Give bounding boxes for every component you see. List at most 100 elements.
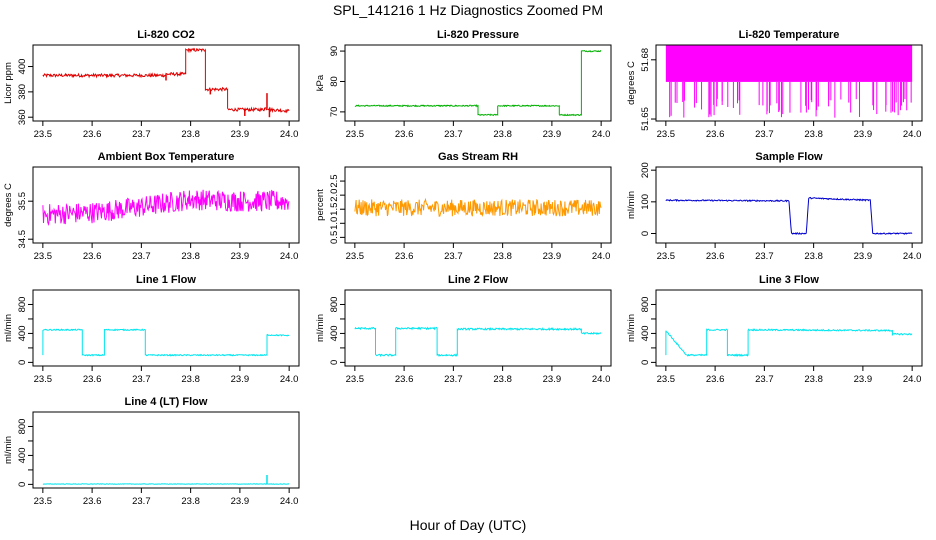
panel-title: Li-820 CO2 [137,29,194,41]
x-tick-label: 23.7 [132,251,151,262]
x-tick-label: 23.6 [706,374,725,385]
x-tick-label: 23.7 [755,251,774,262]
x-tick-label: 23.9 [231,374,250,385]
panel-title: Li-820 Temperature [739,29,840,41]
y-tick-label: 0.5 [329,231,340,244]
x-axis: 23.5 23.6 23.7 23.8 23.9 24.0 [34,488,298,507]
x-tick-label: 23.6 [83,496,102,507]
x-tick-label: 23.9 [543,251,562,262]
y-tick-label: 0 [640,231,651,236]
y-tick-label: 51.68 [640,48,651,72]
series-line [42,47,290,118]
x-tick-label: 23.6 [83,374,102,385]
series-path [354,50,602,117]
y-axis-label: percent [315,189,326,221]
series-path [42,189,290,226]
y-tick-label: 800 [329,297,340,313]
panel-6: Line 1 Flow 23.5 23.6 23.7 23.8 23.9 24.0 0 400 8… [3,274,300,385]
x-tick-label: 23.5 [34,251,53,262]
series-line [42,189,290,226]
panel-title: Gas Stream RH [438,151,518,163]
plot-frame [32,44,300,122]
y-tick-label: 800 [17,297,28,313]
y-axis: 0 400 800 [17,419,33,487]
y-tick-label: 800 [17,419,28,435]
x-tick-label: 23.6 [395,251,414,262]
panel-0: Li-820 CO2 23.5 23.6 23.7 23.8 23.9 24.0 360 380… [3,29,300,140]
plot-frame [344,44,612,122]
series-path [665,196,913,235]
y-axis-label: ml/min [626,314,637,342]
x-tick-label: 24.0 [592,251,611,262]
x-axis: 23.5 23.6 23.7 23.8 23.9 24.0 [34,243,298,262]
x-tick-label: 23.9 [854,251,873,262]
x-tick-label: 24.0 [592,374,611,385]
series-path [42,328,290,357]
x-tick-label: 23.5 [657,129,676,140]
y-axis-label: Licor ppm [3,62,14,104]
y-tick-label: 35.5 [17,192,28,211]
x-tick-label: 23.7 [444,251,463,262]
plot-frame [344,166,612,244]
plot-frame [32,289,300,367]
x-tick-label: 23.8 [804,374,823,385]
series-line [665,328,913,357]
plot-frame [344,289,612,367]
series-path [42,47,290,114]
x-tick-label: 23.7 [132,129,151,140]
x-tick-label: 23.9 [543,129,562,140]
x-tick-label: 23.6 [83,251,102,262]
x-tick-label: 24.0 [903,374,922,385]
y-axis-label: degrees C [626,61,637,105]
x-tick-label: 23.9 [543,374,562,385]
x-tick-label: 23.9 [854,129,873,140]
y-tick-label: 200 [640,162,651,178]
x-tick-label: 23.5 [346,129,365,140]
y-tick-label: 360 [17,109,28,125]
x-tick-label: 24.0 [280,374,299,385]
x-tick-label: 23.7 [444,374,463,385]
x-tick-label: 23.9 [854,374,873,385]
x-axis-label: Hour of Day (UTC) [409,517,527,533]
panel-4: Gas Stream RH 23.5 23.6 23.7 23.8 23.9 24.0 0.5… [315,151,612,262]
y-tick-label: 0 [640,360,651,365]
y-tick-label: 90 [329,46,340,57]
x-tick-label: 23.8 [181,496,200,507]
panel-title: Sample Flow [755,151,823,163]
y-axis-label: ml/min [3,314,14,342]
x-tick-label: 23.7 [755,374,774,385]
y-tick-label: 1.0 [329,217,340,230]
x-tick-label: 23.8 [493,251,512,262]
x-tick-label: 23.9 [231,496,250,507]
x-tick-label: 23.5 [34,129,53,140]
y-axis: 0 400 800 [640,297,656,365]
y-axis: 0 100 200 [640,162,656,236]
y-tick-label: 2.0 [329,189,340,202]
y-tick-label: 2.5 [329,174,340,187]
y-tick-label: 400 [329,325,340,341]
x-tick-label: 24.0 [903,251,922,262]
series-path [665,328,913,357]
x-tick-label: 23.7 [132,496,151,507]
series-line [354,50,602,117]
series-line [665,196,913,235]
y-tick-label: 400 [17,447,28,463]
plot-frame [655,166,923,244]
panel-2: Li-820 Temperature 23.5 23.6 23.7 23.8 23.9 24… [626,29,923,140]
y-tick-label: 400 [17,325,28,341]
series-path [354,326,602,358]
series-line [42,328,290,357]
x-tick-label: 23.8 [804,129,823,140]
x-tick-label: 23.6 [395,374,414,385]
x-tick-label: 23.7 [755,129,774,140]
x-tick-label: 23.6 [706,251,725,262]
plot-frame [32,166,300,244]
y-tick-label: 51.65 [640,107,651,131]
x-tick-label: 23.8 [804,251,823,262]
x-axis: 23.5 23.6 23.7 23.8 23.9 24.0 [657,366,922,385]
plot-frame [655,289,923,367]
y-tick-label: 400 [17,59,28,75]
x-axis: 23.5 23.6 23.7 23.8 23.9 24.0 [34,121,298,140]
x-tick-label: 23.8 [181,129,200,140]
